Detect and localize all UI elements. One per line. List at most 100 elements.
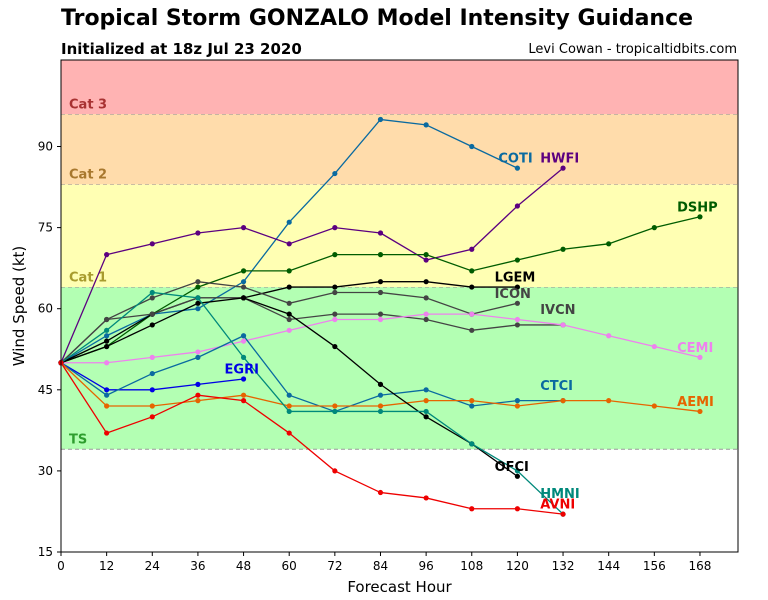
data-point-dshp [514,257,521,263]
data-point-avni [377,489,384,496]
series-label-hwfi: HWFI [540,152,579,167]
y-tick-label: 15 [38,545,53,559]
data-point-cemi [195,349,201,355]
data-point-avni [104,430,110,436]
data-point-cemi [697,354,703,360]
data-point-aemi [514,403,521,409]
data-point-egri [149,387,155,393]
data-point-ofci [149,322,155,328]
data-point-ofci [104,343,110,350]
data-point-coti [104,333,110,339]
band-ts [61,287,738,450]
data-point-ivcn [104,316,110,323]
data-point-cemi [606,333,612,339]
data-point-lgem [423,279,429,285]
series-label-coti: COTI [498,152,532,167]
data-point-ctci [423,387,429,393]
data-point-ivcn [149,311,155,317]
data-point-hmni [332,408,338,415]
data-point-hwfi [195,230,201,236]
data-point-ivcn [514,322,521,328]
data-point-icon [377,289,384,296]
x-tick-label: 12 [99,559,114,573]
data-point-coti [195,306,201,312]
data-point-hwfi [469,246,475,252]
series-label-egri: EGRI [225,363,259,378]
data-point-coti [332,170,338,177]
data-point-coti [377,116,384,123]
data-point-aemi [286,403,292,409]
data-point-icon [240,284,247,290]
x-tick-label: 144 [597,559,620,573]
plot-frame [60,59,739,553]
series-label-aemi: AEMI [677,395,714,410]
data-point-hmni [149,289,155,296]
x-tick-label: 72 [327,559,342,573]
data-point-ofci [332,343,338,350]
x-tick-label: 120 [506,559,529,573]
data-point-icon [149,295,155,301]
data-point-hwfi [560,165,566,171]
data-point-ctci [104,392,110,398]
data-point-icon [514,300,521,306]
data-point-dshp [332,252,338,258]
series-label-ofci: OFCI [495,460,529,475]
data-point-lgem [286,284,292,290]
x-tick-label: 24 [145,559,160,573]
data-point-ivcn [377,311,384,317]
data-point-hwfi [104,252,110,258]
data-point-ctci [469,403,475,409]
data-point-dshp [651,225,657,231]
data-point-lgem [332,284,338,290]
x-tick-label: 0 [57,559,65,573]
series-label-lgem: LGEM [495,271,536,286]
y-axis-label: Wind Speed (kt) [10,246,28,367]
x-tick-label: 48 [236,559,251,573]
axes: 0 12 24 36 48 60 72 84 96 108 120 132 144 156 168 15 30 4… [38,140,712,573]
data-point-hmni [423,408,429,415]
data-point-ctci [149,370,155,377]
data-point-avni [332,468,338,474]
series-line-hwfi [60,167,564,364]
data-point-ctci [377,392,384,398]
series-label-ctci: CTCI [540,379,573,394]
data-point-ofci [286,311,292,317]
data-point-dshp [560,246,566,252]
data-point-aemi [697,408,703,415]
data-point-ctci [514,398,521,404]
data-point-icon [195,279,201,285]
data-point-icon [423,295,429,301]
data-point-coti [286,219,292,225]
data-point-aemi [149,403,155,409]
data-point-coti [469,143,475,150]
data-point-dshp [286,268,292,274]
data-point-avni [149,414,155,420]
data-point-hmni [469,441,475,447]
series-line-hmni [60,291,564,515]
x-axis-label: Forecast Hour [347,578,452,596]
data-point-egri [240,376,247,382]
data-point-aemi [560,398,566,404]
data-point-aemi [423,398,429,404]
data-point-hmni [104,327,110,333]
data-point-cemi [651,343,657,350]
data-point-hmni [377,408,384,415]
data-point-hwfi [286,241,292,247]
data-point-cemi [332,316,338,323]
data-point-coti [423,122,429,128]
data-point-avni [286,430,292,436]
data-point-hwfi [149,241,155,247]
series-label-avni: AVNI [540,498,575,513]
data-point-ivcn [469,327,475,333]
data-point-avni [423,495,429,501]
y-tick-label: 90 [38,140,53,154]
series-label-icon: ICON [495,287,531,302]
band-label-ts: TS [69,432,87,447]
band-label-cat-2: Cat 2 [69,168,107,183]
series-label-dshp: DSHP [677,200,718,215]
band-cat-3 [61,60,738,115]
data-point-lgem [104,338,110,344]
data-point-egri [104,387,110,393]
data-point-hwfi [332,225,338,231]
data-point-avni [195,392,201,398]
